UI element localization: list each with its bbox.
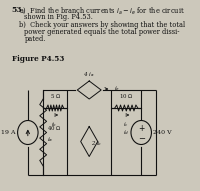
Text: $i_c$: $i_c$	[123, 120, 129, 129]
Text: a)  Find the branch currents $i_a - i_e$ for the circuit: a) Find the branch currents $i_a - i_e$ …	[19, 6, 185, 16]
Text: $i_d$: $i_d$	[123, 128, 129, 137]
Text: $i_b$: $i_b$	[51, 120, 57, 129]
Text: Figure P4.53: Figure P4.53	[12, 55, 64, 63]
Text: shown in Fig. P4.53.: shown in Fig. P4.53.	[24, 13, 93, 21]
Text: 5 $\Omega$: 5 $\Omega$	[50, 92, 61, 100]
Text: 40 $\Omega$: 40 $\Omega$	[47, 124, 62, 131]
Text: $i_e$: $i_e$	[114, 85, 120, 93]
Text: 4 $i_a$: 4 $i_a$	[83, 70, 94, 79]
Text: +: +	[138, 124, 144, 133]
Text: $i_a$: $i_a$	[47, 135, 54, 144]
Text: 10 $\Omega$: 10 $\Omega$	[119, 92, 134, 100]
Text: 240 V: 240 V	[153, 130, 172, 135]
Text: −: −	[138, 134, 145, 143]
Text: pated.: pated.	[24, 35, 46, 43]
Text: 19 A: 19 A	[1, 130, 15, 135]
Text: b)  Check your answers by showing that the total: b) Check your answers by showing that th…	[19, 21, 185, 29]
Text: 2 $i_b$: 2 $i_b$	[91, 139, 102, 148]
Text: 53: 53	[12, 6, 22, 14]
Text: power generated equals the total power dissi-: power generated equals the total power d…	[24, 28, 180, 36]
